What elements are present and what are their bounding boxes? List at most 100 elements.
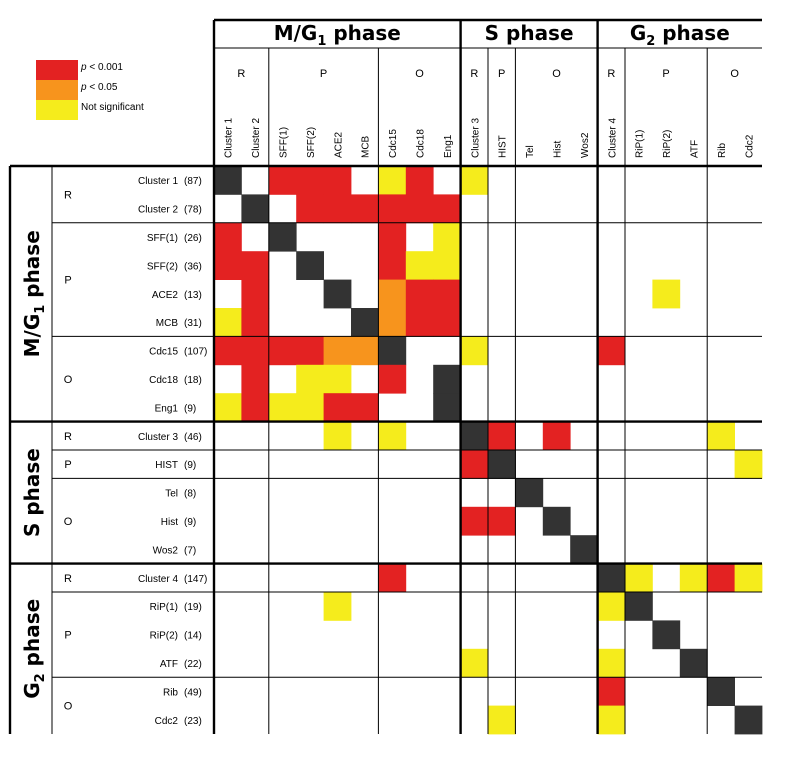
legend-text: < 0.001	[86, 62, 123, 73]
heatmap-cell	[488, 506, 516, 536]
heatmap-cell	[405, 279, 434, 309]
column-label: Hist	[553, 141, 564, 158]
diagonal-cell	[378, 336, 407, 366]
row-count: (26)	[184, 233, 202, 244]
row-label: SFF(2)	[147, 261, 178, 272]
row-group-label: R	[64, 573, 72, 585]
row-label: Cluster 2	[138, 205, 178, 216]
heatmap-cell	[542, 421, 571, 451]
row-group-label: O	[64, 701, 73, 713]
diagonal-cell	[734, 705, 763, 735]
diagonal-cell	[488, 450, 516, 479]
diagonal-cell	[679, 648, 708, 678]
column-label: ATF	[690, 140, 701, 158]
column-label: Cluster 2	[251, 118, 262, 158]
row-label: RiP(1)	[150, 602, 178, 613]
row-label: HIST	[155, 460, 178, 471]
row-count: (18)	[184, 375, 202, 386]
heatmap-cell	[488, 421, 516, 451]
legend-symbol: p	[81, 82, 87, 93]
heatmap-cell	[405, 194, 434, 224]
heatmap-cell	[460, 450, 489, 479]
heatmap-cell	[597, 677, 626, 706]
diagonal-cell	[433, 364, 461, 394]
row-group-label: P	[64, 630, 71, 642]
heatmap-cell	[296, 364, 324, 394]
diagonal-cell	[214, 166, 242, 195]
column-label: Cluster 3	[470, 118, 481, 158]
row-count: (9)	[184, 517, 196, 528]
column-label: MCB	[361, 135, 372, 158]
heatmap-cell	[378, 563, 407, 593]
heatmap-cell	[433, 194, 461, 224]
legend-symbol: p	[81, 62, 87, 73]
column-label: SFF(1)	[279, 127, 290, 158]
heatmap-cell	[734, 563, 763, 593]
heatmap-cell	[268, 393, 297, 422]
heatmap-cell	[323, 364, 352, 394]
diagonal-cell	[241, 194, 270, 224]
row-label: RiP(2)	[150, 631, 178, 642]
column-label: Eng1	[443, 134, 454, 158]
row-count: (78)	[184, 205, 202, 216]
row-label: Cluster 4	[138, 574, 178, 585]
diagonal-cell	[625, 592, 653, 621]
diagonal-cell	[707, 677, 735, 706]
diagonal-cell	[515, 478, 544, 508]
heatmap-cell	[241, 364, 270, 394]
column-label: Cluster 4	[607, 118, 618, 158]
row-count: (36)	[184, 261, 202, 272]
heatmap-cell	[625, 563, 653, 593]
heatmap-cell	[597, 336, 626, 366]
heatmap-cell	[378, 194, 407, 224]
column-group-label: R	[607, 68, 615, 80]
heatmap-cell	[378, 279, 407, 309]
column-group-label: R	[470, 68, 478, 80]
column-group-label: O	[730, 68, 739, 80]
row-label: Rib	[163, 687, 178, 698]
heatmap-cell	[734, 450, 763, 479]
row-label: ACE2	[152, 290, 179, 301]
heatmap-cell	[378, 308, 407, 337]
row-count: (23)	[184, 716, 202, 727]
row-label: Cdc15	[149, 347, 178, 358]
legend-swatch	[36, 60, 78, 80]
column-label: SFF(2)	[306, 127, 317, 158]
column-group-label: P	[320, 68, 327, 80]
column-label: RiP(1)	[635, 130, 646, 158]
column-phase-title: S phase	[485, 21, 574, 45]
heatmap-cell	[378, 364, 407, 394]
row-phase-title: M/G1 phase	[20, 230, 48, 357]
heatmap-cell	[405, 251, 434, 280]
heatmap-cell	[323, 166, 352, 195]
heatmap-cell	[323, 592, 352, 621]
heatmap-cell	[323, 336, 352, 366]
row-count: (31)	[184, 318, 202, 329]
row-count: (9)	[184, 403, 196, 414]
heatmap-cell	[214, 308, 242, 337]
row-label: Cluster 1	[138, 176, 178, 187]
diagonal-cell	[570, 535, 598, 564]
row-label: Eng1	[155, 403, 179, 414]
diagonal-cell	[433, 393, 461, 422]
column-label: Tel	[525, 145, 536, 158]
legend-label: p < 0.05	[81, 82, 117, 93]
heatmap-cell	[351, 393, 379, 422]
row-group-label: P	[64, 275, 71, 287]
heatmap-cell	[323, 421, 352, 451]
heatmap-cell	[296, 166, 324, 195]
row-label: SFF(1)	[147, 233, 178, 244]
heatmap-cell	[707, 421, 735, 451]
heatmap-cell	[296, 336, 324, 366]
row-group-label: O	[64, 374, 73, 386]
row-count: (147)	[184, 574, 207, 585]
column-label: ACE2	[333, 131, 344, 158]
heatmap-cell	[405, 308, 434, 337]
column-phase-title: G2 phase	[630, 21, 730, 49]
column-label: Cdc2	[744, 134, 755, 158]
heatmap-cell	[351, 336, 379, 366]
legend-text: < 0.05	[86, 82, 118, 93]
legend-swatch	[36, 100, 78, 120]
diagonal-cell	[597, 563, 626, 593]
column-group-label: P	[498, 68, 505, 80]
